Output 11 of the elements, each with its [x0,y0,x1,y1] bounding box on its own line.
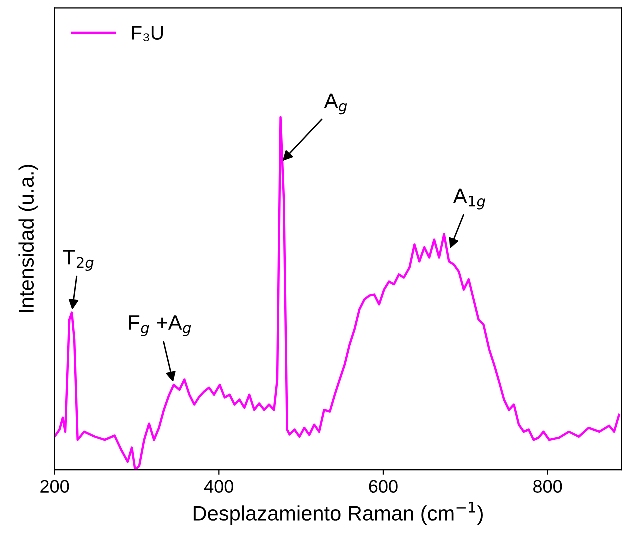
x-tick-label: 200 [40,480,70,493]
y-axis-title: Intensidad (u.a.) [18,165,38,312]
x-tick-label: 400 [204,480,234,493]
x-axis-title: Desplazamiento Raman (cm$^{−1}$) [194,502,483,526]
x-tick-label: 800 [534,480,562,493]
annotation: A$_{1g}$ [453,188,486,210]
x-tick-label: 600 [369,480,398,493]
annotation: T$_{2g}$ [63,250,94,272]
annotation: F$_{g}$ +A$_{g}$ [129,316,192,336]
legend-label: F₃U [132,26,163,42]
annotation: A$_{g}$ [324,94,348,115]
